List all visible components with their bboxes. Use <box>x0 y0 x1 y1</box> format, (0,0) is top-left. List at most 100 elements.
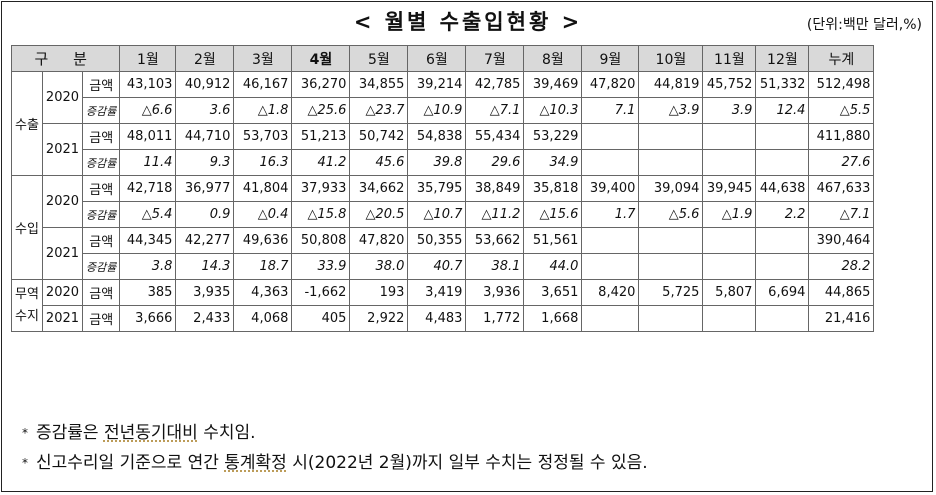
value-cell: 53,662 <box>465 227 525 254</box>
rate-label-cell: 증감률 <box>82 201 121 228</box>
value-cell <box>755 227 810 254</box>
value-cell <box>581 305 640 332</box>
value-cell: 40,912 <box>175 71 235 98</box>
value-cell: 45.6 <box>349 149 409 176</box>
category-cell: 수출 <box>11 71 43 176</box>
value-cell: 41.2 <box>291 149 351 176</box>
header-month: 5월 <box>349 45 409 72</box>
value-cell <box>638 253 704 280</box>
value-cell: △15.6 <box>523 201 583 228</box>
value-cell: 39,469 <box>523 71 583 98</box>
value-cell: 0.9 <box>175 201 235 228</box>
value-cell: △1.9 <box>702 201 757 228</box>
value-cell: 51,332 <box>755 71 810 98</box>
value-cell: 11.4 <box>119 149 177 176</box>
value-cell: △10.7 <box>407 201 467 228</box>
value-cell: 405 <box>291 305 351 332</box>
value-cell: △3.9 <box>638 97 704 124</box>
value-cell: 3.6 <box>175 97 235 124</box>
value-cell: -1,662 <box>291 279 351 306</box>
value-cell: 38.1 <box>465 253 525 280</box>
table-row: 증감률 △6.6 3.6 △1.8 △25.6 △23.7 △10.9 △7.1 △10.3 7.… <box>12 97 875 124</box>
value-cell: △10.3 <box>523 97 583 124</box>
bullet-icon: * <box>22 456 28 470</box>
value-cell: 50,355 <box>407 227 467 254</box>
total-cell: 512,498 <box>808 71 875 98</box>
header-month: 3월 <box>233 45 293 72</box>
value-cell: 3.8 <box>119 253 177 280</box>
total-cell: 21,416 <box>808 305 875 332</box>
value-cell: 53,703 <box>233 123 293 150</box>
value-cell: 35,795 <box>407 175 467 202</box>
value-cell: 4,483 <box>407 305 467 332</box>
footnote-text: 증감률 <box>36 423 83 443</box>
header-row: 구 분 1월 2월 3월 4월 5월 6월 7월 8월 9월 10월 11월 1… <box>10 45 875 72</box>
total-cell: 411,880 <box>808 123 875 150</box>
value-cell: 7.1 <box>581 97 640 124</box>
value-cell <box>638 227 704 254</box>
value-cell: 5,807 <box>702 279 757 306</box>
value-cell <box>702 123 757 150</box>
value-cell: 18.7 <box>233 253 293 280</box>
table-row: 수출 2020 금액 43,103 40,912 46,167 36,270 34,855 39… <box>11 71 875 176</box>
value-cell: 193 <box>349 279 409 306</box>
value-cell: 44,710 <box>175 123 235 150</box>
value-cell: 47,820 <box>581 71 640 98</box>
value-cell: △15.8 <box>291 201 351 228</box>
table-row: 무역수지 2020 금액 385 3,935 4,363 -1,662 193 3,419 3,9… <box>11 279 875 332</box>
amount-label-cell: 금액 <box>82 175 121 202</box>
value-cell: 35,818 <box>523 175 583 202</box>
value-cell: △0.4 <box>233 201 293 228</box>
header-total: 누계 <box>808 45 875 72</box>
unit-label: (단위:백만 달러,%) <box>806 17 922 33</box>
value-cell: 45,752 <box>702 71 757 98</box>
value-cell: △23.7 <box>349 97 409 124</box>
value-cell: 50,808 <box>291 227 351 254</box>
value-cell: 4,068 <box>233 305 293 332</box>
value-cell: 39.8 <box>407 149 467 176</box>
value-cell: △25.6 <box>291 97 351 124</box>
category-cell: 무역수지 <box>11 279 43 332</box>
total-cell: 28.2 <box>808 253 875 280</box>
footnote-line: * 신고수리일 기준으로 연간 통계확정 시(2022년 2월)까지 일부 수치는… <box>22 448 648 478</box>
value-cell: 42,277 <box>175 227 235 254</box>
value-cell: △11.2 <box>465 201 525 228</box>
value-cell: 40.7 <box>407 253 467 280</box>
value-cell: 54,838 <box>407 123 467 150</box>
header-month: 10월 <box>638 45 704 72</box>
value-cell: 29.6 <box>465 149 525 176</box>
value-cell: 2,433 <box>175 305 235 332</box>
table-row: 증감률 3.8 14.3 18.7 33.9 38.0 40.7 38.1 44.0 28.2 <box>12 253 875 280</box>
rate-label-cell: 증감률 <box>82 97 121 124</box>
value-cell <box>755 253 810 280</box>
value-cell: 39,945 <box>702 175 757 202</box>
value-cell: 12.4 <box>755 97 810 124</box>
value-cell: 51,561 <box>523 227 583 254</box>
year-cell: 2021 <box>41 305 84 332</box>
value-cell <box>755 123 810 150</box>
footnote-text: 통계확정 <box>224 453 287 473</box>
amount-label-cell: 금액 <box>82 123 121 150</box>
value-cell: 3,936 <box>465 279 525 306</box>
value-cell: 48,011 <box>119 123 177 150</box>
value-cell: △1.8 <box>233 97 293 124</box>
value-cell: 1.7 <box>581 201 640 228</box>
table-row: 2021 금액 44,345 42,277 49,636 50,808 47,820 50,3… <box>12 227 875 280</box>
value-cell: 14.3 <box>175 253 235 280</box>
value-cell: 1,772 <box>465 305 525 332</box>
value-cell: 50,742 <box>349 123 409 150</box>
year-cell: 2020 <box>41 279 84 306</box>
amount-label-cell: 금액 <box>82 305 121 332</box>
value-cell <box>638 149 704 176</box>
value-cell <box>581 149 640 176</box>
value-cell: 38.0 <box>349 253 409 280</box>
value-cell <box>755 305 810 332</box>
value-cell: 44.0 <box>523 253 583 280</box>
value-cell: 2,922 <box>349 305 409 332</box>
value-cell: △20.5 <box>349 201 409 228</box>
value-cell <box>638 305 704 332</box>
header-month: 7월 <box>465 45 525 72</box>
header-month: 2월 <box>175 45 235 72</box>
table-row: 증감률 △5.4 0.9 △0.4 △15.8 △20.5 △10.7 △11.2 △15.6 1… <box>12 201 875 228</box>
